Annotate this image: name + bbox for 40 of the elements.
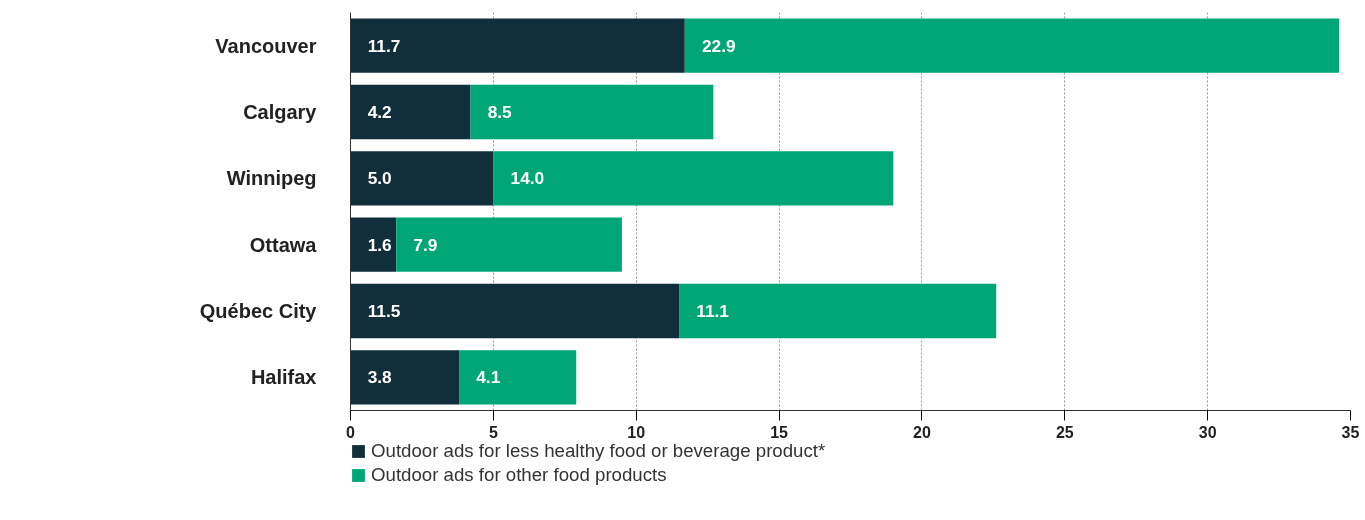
y-tick-label: Halifax: [250, 366, 317, 389]
bar: [679, 283, 997, 339]
data-label: 11.7: [367, 35, 401, 56]
x-tick-label: 35: [1341, 423, 1360, 441]
data-label: 7.9: [413, 234, 438, 255]
x-tick-label: 5: [488, 423, 498, 441]
y-tick-label: Winnipeg: [226, 167, 317, 190]
bar: [396, 217, 622, 272]
bar: [350, 217, 397, 272]
y-tick-label: Calgary: [243, 101, 318, 123]
x-tick-label: 0: [346, 423, 356, 441]
data-label: 4.1: [476, 367, 501, 388]
bar: [459, 350, 577, 405]
data-label: 22.9: [701, 35, 736, 56]
bar: [350, 18, 685, 73]
bar: [350, 151, 494, 206]
data-label: 11.1: [696, 301, 730, 321]
x-tick-label: 10: [627, 423, 646, 441]
bar: [493, 151, 894, 206]
y-tick-label: Québec City: [199, 300, 318, 322]
y-tick-label: Ottawa: [249, 233, 318, 256]
legend-label: Outdoor ads for other food products: [371, 464, 667, 486]
bar: [350, 84, 471, 140]
data-label: 5.0: [367, 168, 392, 189]
data-label: 1.6: [367, 234, 393, 255]
data-label: 4.2: [367, 102, 392, 122]
bar: [350, 350, 460, 405]
data-label: 14.0: [510, 168, 545, 189]
x-tick-label: 15: [770, 423, 789, 441]
x-tick-label: 30: [1198, 423, 1217, 441]
data-label: 11.5: [367, 301, 401, 321]
y-tick-label: Vancouver: [215, 34, 317, 57]
x-tick-label: 25: [1055, 423, 1074, 441]
data-label: 3.8: [367, 367, 393, 388]
bar: [350, 283, 680, 339]
legend-label: Outdoor ads for less healthy food or beverage product*: [371, 440, 826, 462]
bar: [470, 84, 714, 140]
bar: [684, 18, 1340, 73]
x-tick-label: 20: [913, 423, 931, 441]
data-label: 8.5: [487, 102, 513, 122]
